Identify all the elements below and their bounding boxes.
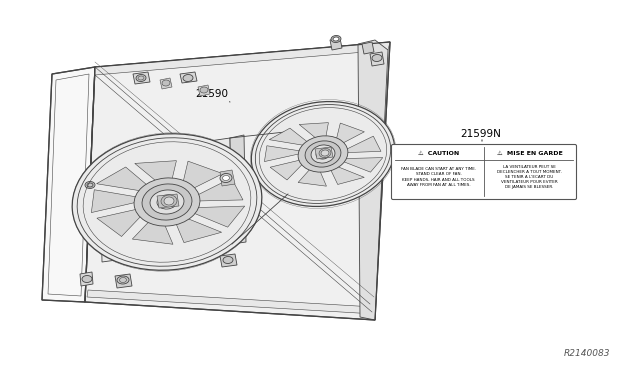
Ellipse shape <box>331 35 341 42</box>
Ellipse shape <box>372 54 382 61</box>
Ellipse shape <box>311 145 335 163</box>
Ellipse shape <box>134 178 200 226</box>
Polygon shape <box>115 274 132 288</box>
Ellipse shape <box>316 149 330 159</box>
Text: FAN BLADE CAN START AT ANY TIME.
STAND CLEAR OF FAN.
KEEP HANDS, HAIR AND ALL TO: FAN BLADE CAN START AT ANY TIME. STAND C… <box>401 167 476 187</box>
Ellipse shape <box>142 184 192 220</box>
Polygon shape <box>80 272 93 286</box>
Ellipse shape <box>298 136 348 172</box>
Ellipse shape <box>85 182 95 189</box>
Polygon shape <box>299 123 328 145</box>
Polygon shape <box>334 123 364 148</box>
Polygon shape <box>97 167 157 193</box>
Polygon shape <box>270 158 308 180</box>
Text: R2140083: R2140083 <box>563 349 610 358</box>
Ellipse shape <box>157 195 177 209</box>
Polygon shape <box>315 147 333 159</box>
Ellipse shape <box>162 80 170 86</box>
Ellipse shape <box>220 173 232 183</box>
Polygon shape <box>362 42 374 54</box>
Ellipse shape <box>200 87 208 93</box>
Polygon shape <box>92 190 150 212</box>
Polygon shape <box>182 206 244 227</box>
Polygon shape <box>85 178 95 192</box>
Polygon shape <box>157 194 179 208</box>
Polygon shape <box>135 161 177 192</box>
Polygon shape <box>171 212 221 243</box>
Polygon shape <box>97 206 150 237</box>
Ellipse shape <box>164 197 174 205</box>
Ellipse shape <box>321 150 329 156</box>
Text: ⚠  CAUTION: ⚠ CAUTION <box>418 151 459 155</box>
Polygon shape <box>198 85 210 96</box>
Polygon shape <box>133 72 150 84</box>
Polygon shape <box>330 38 342 50</box>
Ellipse shape <box>72 134 262 270</box>
Polygon shape <box>95 42 390 75</box>
Polygon shape <box>185 178 243 201</box>
Polygon shape <box>42 67 95 302</box>
Text: ⚠  MISE EN GARDE: ⚠ MISE EN GARDE <box>497 151 563 155</box>
Polygon shape <box>230 135 246 244</box>
Ellipse shape <box>305 141 341 167</box>
Ellipse shape <box>136 74 146 81</box>
Polygon shape <box>160 78 172 89</box>
Ellipse shape <box>183 74 193 81</box>
Polygon shape <box>269 128 314 147</box>
Ellipse shape <box>150 190 184 214</box>
Polygon shape <box>327 163 364 185</box>
Polygon shape <box>264 146 307 161</box>
Text: 21590: 21590 <box>195 89 230 102</box>
Polygon shape <box>180 72 197 83</box>
Polygon shape <box>220 254 237 267</box>
Ellipse shape <box>252 102 395 206</box>
Polygon shape <box>336 158 383 172</box>
Polygon shape <box>339 136 381 153</box>
Polygon shape <box>180 161 223 195</box>
Ellipse shape <box>223 176 230 180</box>
Ellipse shape <box>319 148 331 157</box>
Polygon shape <box>220 170 235 186</box>
Polygon shape <box>358 40 388 320</box>
Ellipse shape <box>333 37 339 41</box>
Ellipse shape <box>223 257 233 263</box>
Text: LA VENTILATEUR PEUT SE
DECLENCHER A TOUT MOMENT.
SE TENIR A L'ECART DU
VENTILATE: LA VENTILATEUR PEUT SE DECLENCHER A TOUT… <box>497 164 562 189</box>
Polygon shape <box>298 162 326 186</box>
Polygon shape <box>100 138 232 262</box>
Polygon shape <box>132 211 173 244</box>
Polygon shape <box>370 52 384 66</box>
Polygon shape <box>85 42 390 320</box>
Text: 21599N: 21599N <box>460 129 501 139</box>
Ellipse shape <box>117 276 129 284</box>
Polygon shape <box>87 290 375 314</box>
Ellipse shape <box>161 195 177 207</box>
Polygon shape <box>285 114 362 194</box>
FancyBboxPatch shape <box>392 144 577 199</box>
Ellipse shape <box>82 276 92 282</box>
